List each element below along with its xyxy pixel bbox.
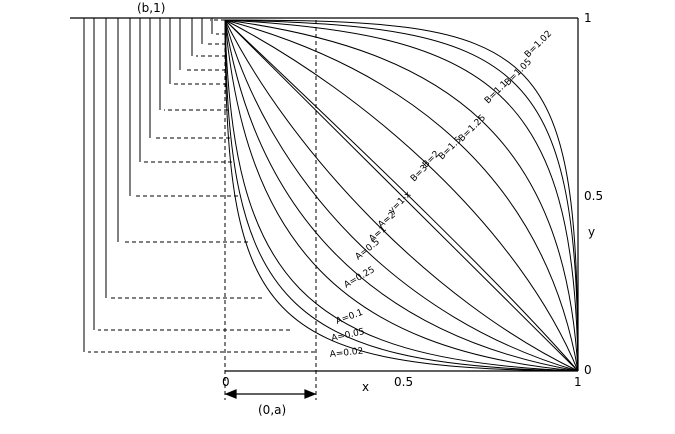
curve-b-1-05 <box>224 19 579 372</box>
label-a-0-02: A=0.02 <box>329 347 364 360</box>
curve-a-0-1 <box>224 19 579 372</box>
interval-label: (0,a) <box>258 403 286 417</box>
curve-b-1-02 <box>224 19 579 372</box>
interval-arrow <box>224 389 317 399</box>
plot-frame <box>70 17 579 372</box>
label-a-0-5: A=0.5 <box>354 237 382 262</box>
x-tick-1: 1 <box>574 375 582 389</box>
curve-b-1-5 <box>224 19 579 372</box>
curve-a-0-02 <box>224 19 579 372</box>
label-b-1-25: B=1.25 <box>457 113 488 144</box>
label-a-0-25: A=0.25 <box>343 265 377 291</box>
curve-b-3 <box>224 19 579 372</box>
curve-b-1-25 <box>224 19 579 372</box>
label-a-0-05: A=0.05 <box>331 327 366 344</box>
curve-a-0-25 <box>224 19 579 372</box>
curve-a-2 <box>224 19 579 372</box>
point-label-b1: (b,1) <box>137 1 165 15</box>
dashed-guides <box>224 20 317 400</box>
arrow-set <box>83 18 213 352</box>
y-axis-label: y <box>588 225 595 239</box>
curve-a-1 <box>224 19 579 372</box>
y-tick-half: 0.5 <box>584 189 603 203</box>
curve-a-0-5 <box>224 19 579 372</box>
curve-family <box>224 19 579 372</box>
label-b-1-5: B=1.5 <box>437 135 464 162</box>
x-tick-half: 0.5 <box>394 375 413 389</box>
y-tick-0: 0 <box>584 363 592 377</box>
line-y-1-minus-x <box>224 19 579 372</box>
label-a-0-1: A=0.1 <box>335 308 365 327</box>
curve-b-1-1 <box>224 19 579 372</box>
x-tick-0: 0 <box>222 375 230 389</box>
y-tick-1: 1 <box>584 11 592 25</box>
label-b-1-02: B=1.02 <box>523 29 554 60</box>
curve-b-2 <box>224 19 579 372</box>
dashed-arrow-set <box>88 19 315 353</box>
x-axis-label: x <box>362 380 369 394</box>
curve-a-0-05 <box>224 19 579 372</box>
